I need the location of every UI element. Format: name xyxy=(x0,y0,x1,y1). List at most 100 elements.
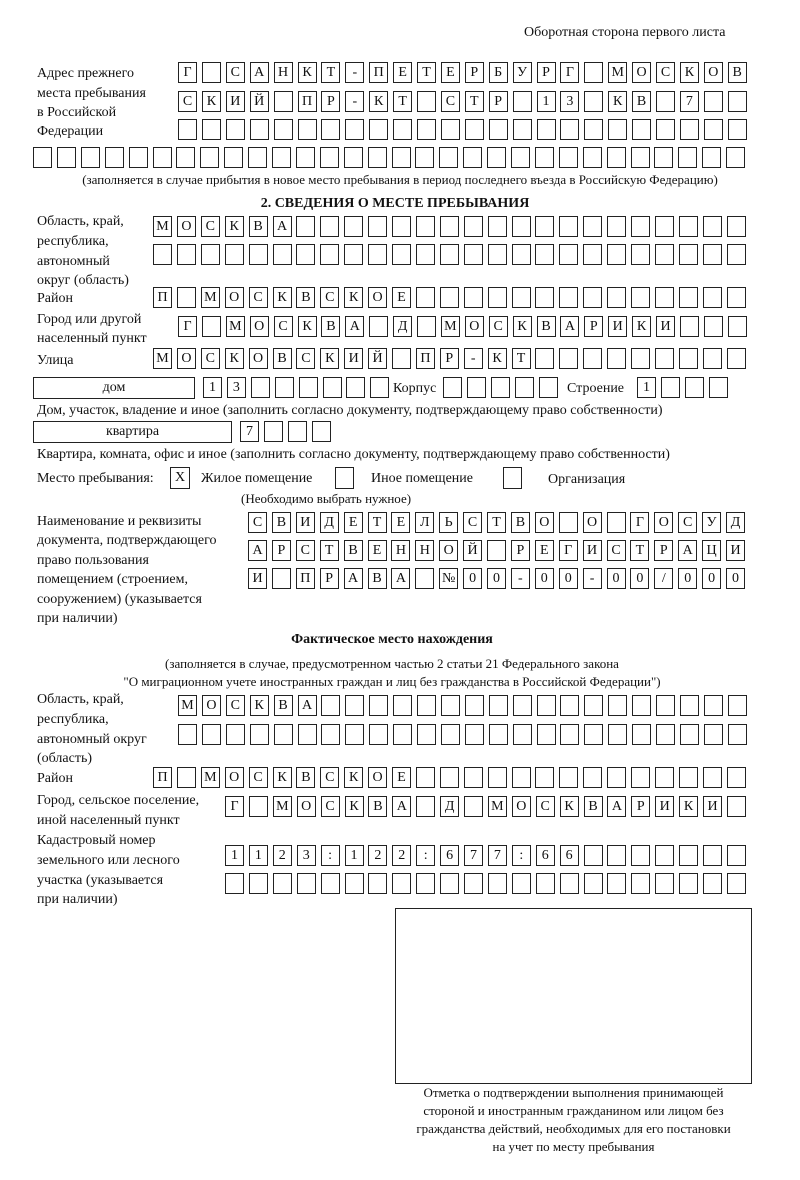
char-cell[interactable]: 6 xyxy=(440,845,460,866)
char-cell[interactable] xyxy=(656,695,675,716)
char-cell[interactable] xyxy=(415,244,435,265)
char-cell[interactable] xyxy=(295,147,315,168)
char-cell[interactable]: - xyxy=(510,568,530,589)
char-cell[interactable]: К xyxy=(224,348,244,369)
char-cell[interactable]: М xyxy=(440,316,460,337)
char-cell[interactable] xyxy=(703,724,723,745)
char-cell[interactable] xyxy=(487,767,507,788)
char-cell[interactable] xyxy=(632,724,652,745)
char-cell[interactable] xyxy=(344,216,364,237)
char-cell[interactable] xyxy=(654,244,674,265)
flat-type-field[interactable]: квартира xyxy=(33,421,232,443)
char-cell[interactable]: 2 xyxy=(392,845,412,866)
char-cell[interactable]: К xyxy=(272,767,292,788)
char-cell[interactable]: - xyxy=(345,91,365,112)
char-cell[interactable]: Л xyxy=(415,512,435,533)
char-cell[interactable]: О xyxy=(582,512,602,533)
char-cell[interactable] xyxy=(201,724,221,745)
char-cell[interactable]: К xyxy=(487,348,507,369)
char-cell[interactable] xyxy=(703,91,723,112)
char-cell[interactable] xyxy=(417,316,436,337)
char-cell[interactable] xyxy=(368,873,388,894)
char-cell[interactable] xyxy=(273,119,293,140)
char-cell[interactable] xyxy=(632,695,652,716)
char-cell[interactable]: Р xyxy=(654,540,674,561)
char-cell[interactable] xyxy=(464,724,484,745)
char-cell[interactable] xyxy=(726,873,746,894)
char-cell[interactable]: Р xyxy=(584,316,604,337)
char-cell[interactable]: Р xyxy=(536,62,556,83)
char-cell[interactable] xyxy=(463,767,483,788)
char-cell[interactable] xyxy=(559,348,579,369)
char-cell[interactable] xyxy=(393,724,413,745)
char-cell[interactable] xyxy=(654,147,674,168)
char-cell[interactable] xyxy=(726,147,746,168)
char-cell[interactable]: М xyxy=(200,767,220,788)
char-cell[interactable] xyxy=(679,316,699,337)
char-cell[interactable]: Ц xyxy=(702,540,722,561)
char-cell[interactable] xyxy=(678,348,698,369)
char-cell[interactable]: Р xyxy=(319,568,339,589)
char-cell[interactable] xyxy=(512,724,532,745)
char-cell[interactable]: 7 xyxy=(679,91,699,112)
char-cell[interactable]: Г xyxy=(225,796,244,817)
char-cell[interactable] xyxy=(368,244,388,265)
char-cell[interactable]: К xyxy=(344,796,364,817)
char-cell[interactable] xyxy=(582,147,602,168)
char-cell[interactable]: Р xyxy=(464,62,484,83)
char-cell[interactable] xyxy=(343,147,363,168)
char-cell[interactable] xyxy=(439,147,459,168)
char-cell[interactable] xyxy=(583,767,603,788)
char-cell[interactable] xyxy=(535,287,555,308)
char-cell[interactable]: А xyxy=(248,540,267,561)
char-cell[interactable] xyxy=(535,767,555,788)
char-cell[interactable] xyxy=(583,287,603,308)
char-cell[interactable]: О xyxy=(176,348,196,369)
char-cell[interactable] xyxy=(440,724,460,745)
char-cell[interactable]: В xyxy=(367,568,387,589)
char-cell[interactable] xyxy=(201,316,221,337)
char-cell[interactable] xyxy=(703,119,723,140)
char-cell[interactable]: У xyxy=(512,62,532,83)
char-cell[interactable] xyxy=(248,244,268,265)
char-cell[interactable] xyxy=(654,287,674,308)
char-cell[interactable] xyxy=(178,119,197,140)
char-cell[interactable]: А xyxy=(249,62,269,83)
char-cell[interactable]: Й xyxy=(249,91,269,112)
char-cell[interactable] xyxy=(274,377,294,398)
char-cell[interactable] xyxy=(608,724,628,745)
char-cell[interactable] xyxy=(702,216,722,237)
char-cell[interactable]: 1 xyxy=(536,91,556,112)
char-cell[interactable] xyxy=(417,695,436,716)
char-cell[interactable]: М xyxy=(487,796,507,817)
char-cell[interactable]: К xyxy=(369,91,389,112)
char-cell[interactable]: П xyxy=(295,568,315,589)
char-cell[interactable]: Т xyxy=(321,62,341,83)
char-cell[interactable] xyxy=(631,845,651,866)
char-cell[interactable]: К xyxy=(559,796,579,817)
char-cell[interactable] xyxy=(200,147,220,168)
char-cell[interactable]: А xyxy=(560,316,580,337)
char-cell[interactable]: 0 xyxy=(487,568,506,589)
char-cell[interactable] xyxy=(369,724,389,745)
char-cell[interactable]: П xyxy=(297,91,317,112)
char-cell[interactable] xyxy=(176,147,196,168)
char-cell[interactable] xyxy=(655,873,675,894)
char-cell[interactable]: 0 xyxy=(534,568,554,589)
char-cell[interactable]: Е xyxy=(367,540,387,561)
char-cell[interactable] xyxy=(322,377,342,398)
char-cell[interactable] xyxy=(536,724,556,745)
char-cell[interactable]: К xyxy=(272,287,292,308)
char-cell[interactable]: М xyxy=(608,62,628,83)
char-cell[interactable]: С xyxy=(320,287,340,308)
char-cell[interactable] xyxy=(632,119,652,140)
char-cell[interactable] xyxy=(104,147,124,168)
char-cell[interactable] xyxy=(392,244,411,265)
char-cell[interactable]: Т xyxy=(487,512,506,533)
char-cell[interactable]: Е xyxy=(343,512,363,533)
char-cell[interactable]: О xyxy=(654,512,674,533)
char-cell[interactable] xyxy=(415,147,435,168)
char-cell[interactable] xyxy=(297,119,317,140)
char-cell[interactable]: 0 xyxy=(678,568,698,589)
char-cell[interactable] xyxy=(463,147,483,168)
